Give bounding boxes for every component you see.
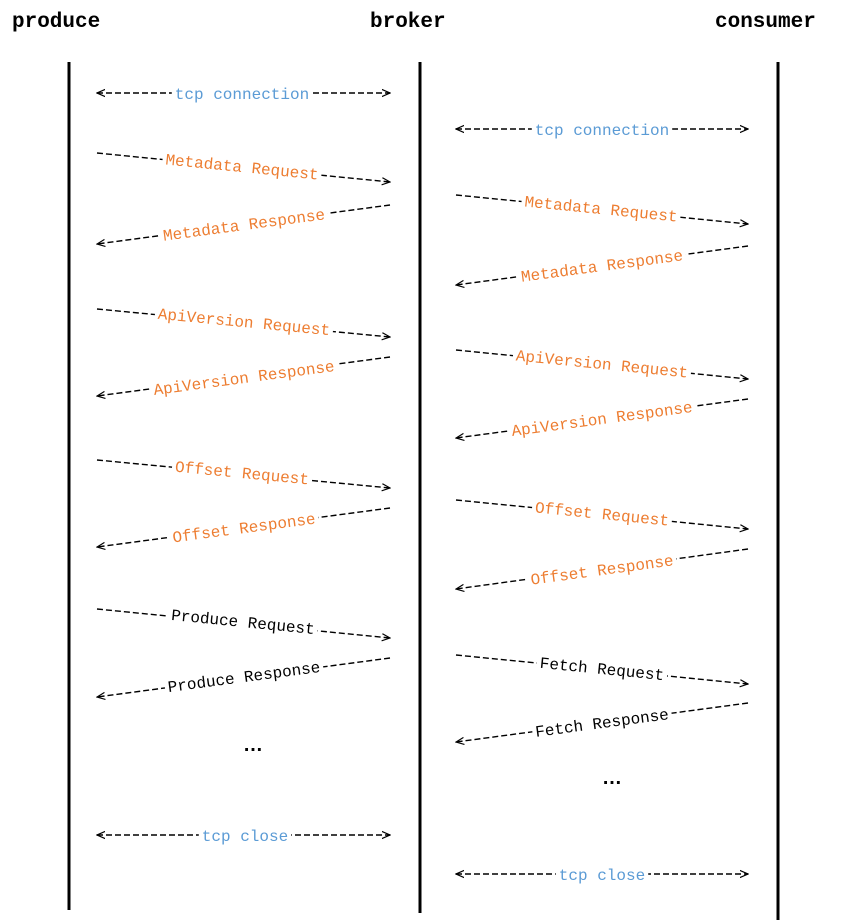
producer-offset-request-label-mask xyxy=(171,457,313,489)
consumer-fetch-response-label-mask xyxy=(531,704,673,742)
consumer-offset-response-label-mask xyxy=(526,550,678,590)
producer-produce-response-label-mask xyxy=(163,657,325,697)
consumer-apiversion-request-label-mask xyxy=(512,346,692,382)
producer-apiversion-request-label-mask xyxy=(154,304,334,340)
producer-metadata-response-label-mask xyxy=(158,204,330,246)
consumer-metadata-response-label: Metadata Response xyxy=(520,247,684,286)
consumer-fetch-request-label: Fetch Request xyxy=(539,655,665,685)
producer-metadata-request-label: Metadata Request xyxy=(165,151,320,184)
producer-produce-response-label: Produce Response xyxy=(167,659,322,697)
producer-broker-messages: tcp connection Metadata Request Metadata R… xyxy=(97,85,390,846)
actor-broker-label: broker xyxy=(370,11,446,34)
consumer-ellipsis: … xyxy=(602,767,622,789)
consumer-apiversion-request-label: ApiVersion Request xyxy=(515,348,689,383)
producer-produce-request-label-mask xyxy=(167,605,319,639)
consumer-metadata-request-label: Metadata Request xyxy=(524,193,679,226)
producer-produce-request-label: Produce Request xyxy=(170,607,315,639)
broker-consumer-messages: tcp connection Metadata Request Metadata R… xyxy=(456,121,748,885)
producer-tcp-close-label: tcp close xyxy=(202,828,288,846)
producer-metadata-response-label: Metadata Response xyxy=(162,206,326,245)
producer-tcp-connection-label-mask xyxy=(171,85,313,103)
producer-tcp-close-label-mask xyxy=(198,827,292,845)
producer-tcp-connection-label: tcp connection xyxy=(175,86,309,104)
consumer-offset-request-label-mask xyxy=(531,498,673,530)
producer-offset-response-label-mask xyxy=(168,509,320,547)
consumer-tcp-close-label-mask xyxy=(555,866,649,884)
consumer-metadata-response-label-mask xyxy=(516,245,688,287)
producer-metadata-request-label-mask xyxy=(161,150,323,184)
actor-produce-label: produce xyxy=(12,11,100,34)
consumer-offset-request-label: Offset Request xyxy=(534,499,670,530)
consumer-apiversion-response-label: ApiVersion Response xyxy=(511,399,694,441)
producer-apiversion-request-label: ApiVersion Request xyxy=(157,306,331,340)
producer-offset-response-label: Offset Response xyxy=(172,511,317,548)
consumer-offset-response-label: Offset Response xyxy=(530,552,675,589)
consumer-apiversion-response-label-mask xyxy=(507,397,697,441)
producer-apiversion-response-label-mask xyxy=(149,356,339,400)
producer-ellipsis: … xyxy=(243,734,263,756)
producer-offset-request-label: Offset Request xyxy=(174,459,310,490)
consumer-tcp-connection-label: tcp connection xyxy=(535,122,669,140)
consumer-metadata-request-label-mask xyxy=(520,192,682,226)
actor-consumer-label: consumer xyxy=(715,11,816,34)
consumer-fetch-response-label: Fetch Response xyxy=(534,706,670,742)
producer-apiversion-response-label: ApiVersion Response xyxy=(153,358,336,400)
consumer-tcp-connection-label-mask xyxy=(531,121,673,139)
consumer-tcp-close-label: tcp close xyxy=(559,867,645,885)
consumer-fetch-request-label-mask xyxy=(536,653,668,685)
